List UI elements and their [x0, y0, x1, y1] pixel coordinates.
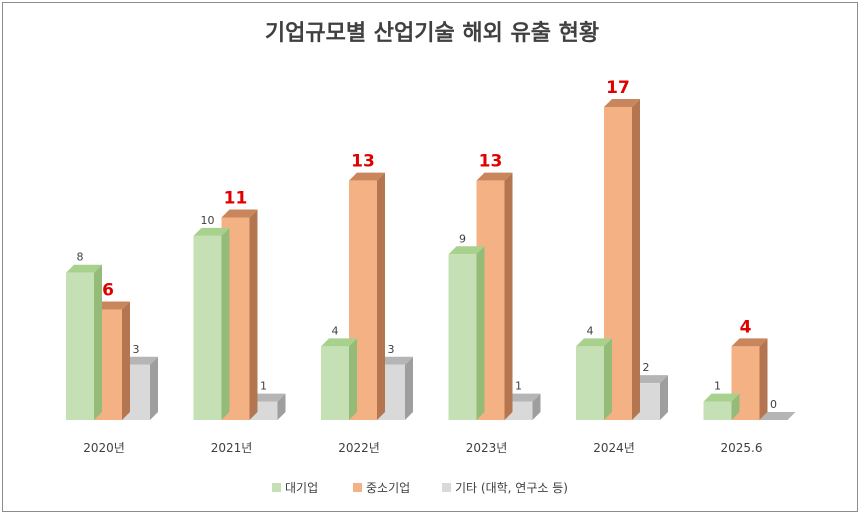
- legend-item: 중소기업: [353, 481, 410, 495]
- bar-대기업-2023년: [448, 246, 485, 420]
- legend-swatch: [353, 483, 362, 492]
- bar-top: [321, 338, 357, 347]
- bar-side: [504, 172, 513, 420]
- legend-label: 대기업: [285, 481, 318, 495]
- bar-기타 (대학, 연구소 등)-2023년: [504, 393, 541, 420]
- value-label: 4: [740, 317, 752, 337]
- legend-item: 대기업: [272, 481, 318, 495]
- value-label: 13: [351, 152, 375, 172]
- value-label: 1: [515, 380, 522, 393]
- bar-side: [150, 356, 158, 420]
- category-label: 2024년: [593, 441, 635, 455]
- category-label: 2023년: [466, 441, 508, 455]
- bar-side: [377, 172, 385, 420]
- value-label: 6: [102, 281, 114, 301]
- value-label: 1: [260, 380, 267, 393]
- bar-기타 (대학, 연구소 등)-2022년: [377, 356, 413, 420]
- bar-top: [349, 172, 385, 181]
- bar-top: [604, 99, 640, 107]
- bar-front: [66, 272, 94, 420]
- category-labels-group: 2020년 2021년 2022년 2023년 2024년 2025.6: [83, 441, 762, 455]
- bar-side: [604, 338, 612, 420]
- bar-front: [193, 235, 222, 420]
- bar-top: [221, 209, 258, 218]
- bar-대기업-2021년: [193, 227, 230, 420]
- bar-top: [703, 393, 740, 402]
- legend-swatch: [442, 483, 451, 492]
- bar-side: [122, 301, 130, 420]
- bar-side: [476, 246, 485, 420]
- bar-top: [94, 301, 130, 310]
- bar-front: [576, 346, 604, 420]
- bar-top: [632, 375, 668, 384]
- bar-top: [759, 412, 796, 420]
- value-label: 8: [77, 251, 84, 264]
- bar-top: [122, 356, 158, 365]
- bar-side: [94, 264, 102, 420]
- value-label: 3: [133, 343, 140, 356]
- bar-top: [504, 393, 541, 402]
- value-label: 2: [643, 361, 650, 374]
- value-label: 17: [606, 78, 630, 98]
- legend-label: 기타 (대학, 연구소 등): [455, 481, 568, 495]
- value-label: 13: [479, 152, 503, 172]
- bar-기타 (대학, 연구소 등)-2025.6: [759, 412, 796, 420]
- chart-frame: [2, 2, 858, 512]
- value-label: 4: [587, 324, 594, 337]
- bar-side: [349, 338, 357, 420]
- value-label: 4: [332, 324, 339, 337]
- value-label: 9: [459, 232, 466, 245]
- bar-top: [249, 393, 286, 402]
- bar-side: [731, 393, 740, 420]
- bar-front: [321, 346, 349, 420]
- bar-대기업-2025.6: [703, 393, 740, 420]
- bar-side: [221, 227, 230, 420]
- bar-top: [476, 172, 513, 181]
- bar-front: [448, 254, 477, 420]
- category-label: 2020년: [83, 441, 125, 455]
- bar-기타 (대학, 연구소 등)-2021년: [249, 393, 286, 420]
- legend-swatch: [272, 483, 281, 492]
- bar-대기업-2020년: [66, 264, 102, 420]
- bar-side: [532, 393, 541, 420]
- legend-item: 기타 (대학, 연구소 등): [442, 481, 568, 495]
- legend: 대기업 중소기업 기타 (대학, 연구소 등): [272, 481, 568, 495]
- bar-side: [759, 338, 768, 420]
- value-label: 3: [388, 343, 395, 356]
- value-label: 11: [224, 188, 248, 208]
- category-label: 2021년: [211, 441, 253, 455]
- bar-front: [703, 401, 732, 420]
- bar-top: [448, 246, 485, 255]
- bars-group: [66, 99, 796, 420]
- category-label: 2025.6: [721, 441, 763, 455]
- value-label: 0: [770, 398, 777, 411]
- bar-top: [576, 338, 612, 347]
- category-label: 2022년: [338, 441, 380, 455]
- bar-대기업-2022년: [321, 338, 357, 420]
- bar-top: [66, 264, 102, 273]
- bar-top: [731, 338, 768, 347]
- bar-side: [277, 393, 286, 420]
- bar-side: [405, 356, 413, 420]
- bar-side: [632, 99, 640, 420]
- bar-top: [377, 356, 413, 365]
- value-label: 10: [201, 214, 215, 227]
- value-label: 1: [714, 380, 721, 393]
- chart-title: 기업규모별 산업기술 해외 유출 현황: [265, 21, 599, 46]
- bar-대기업-2024년: [576, 338, 612, 420]
- bar-side: [249, 209, 258, 420]
- legend-label: 중소기업: [366, 481, 410, 495]
- bar-top: [193, 227, 230, 236]
- bar-side: [660, 375, 668, 420]
